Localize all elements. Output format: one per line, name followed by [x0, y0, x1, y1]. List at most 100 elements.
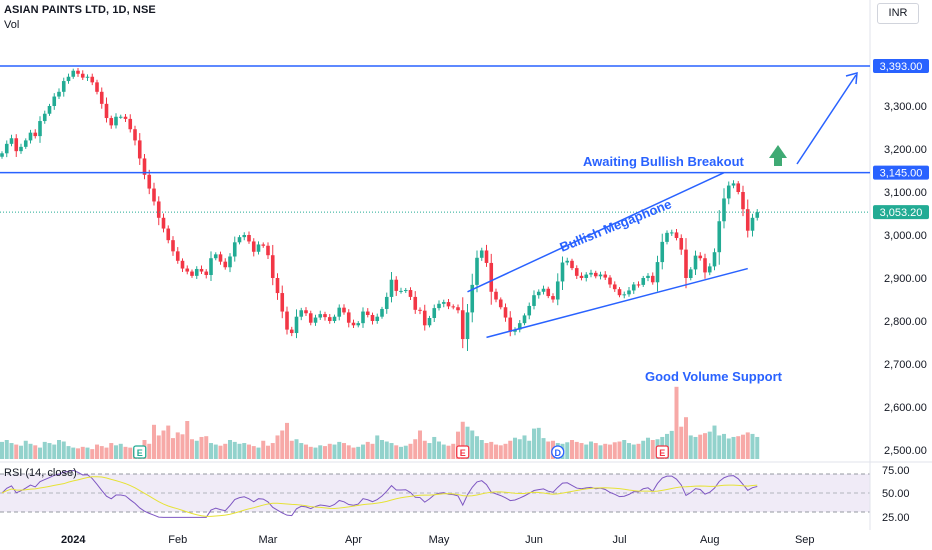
volume-bar [674, 386, 679, 459]
candle-body [147, 174, 152, 189]
candle-body [536, 291, 541, 296]
candle-body [118, 116, 123, 118]
volume-bar [256, 447, 261, 459]
candle-body [631, 284, 636, 291]
volume-bar [579, 443, 584, 459]
volume-bar [541, 438, 546, 459]
volume-bar [123, 446, 128, 459]
candle-body [14, 138, 19, 152]
candle-body [247, 235, 251, 242]
currency-button[interactable]: INR [877, 3, 919, 24]
volume-bar [703, 433, 707, 459]
volume-label: Vol [4, 19, 20, 31]
event-marker-label: E [659, 448, 665, 458]
candle-body [180, 260, 185, 269]
candle-body [104, 103, 109, 119]
volume-bar [522, 435, 527, 459]
candle-body [190, 271, 194, 276]
candle-body [503, 307, 508, 318]
candle-body [80, 73, 85, 78]
candle-body [356, 323, 361, 326]
candle-body [641, 278, 646, 285]
price-tick-label: 3,200.00 [884, 144, 927, 156]
candle-body [745, 209, 750, 231]
volume-bar [47, 443, 52, 459]
volume-bar [384, 441, 389, 459]
volume-bar [19, 445, 23, 459]
dividend-marker-icon [551, 445, 565, 459]
candle-body [570, 260, 574, 269]
volume-bar [460, 421, 465, 459]
candle-body [280, 293, 285, 312]
time-tick-label: 2024 [61, 534, 86, 546]
candle-body [460, 310, 465, 340]
volume-bar [470, 430, 475, 459]
candle-body [437, 303, 441, 309]
candle-body [256, 244, 261, 252]
candle-body [475, 257, 479, 285]
volume-bar [380, 440, 384, 459]
volume-bar [66, 446, 71, 459]
candle-body [166, 228, 171, 241]
price-tick-label: 3,300.00 [884, 101, 927, 113]
candle-body [266, 245, 270, 256]
candle-body [95, 82, 99, 92]
candle-body [42, 113, 47, 122]
candle-body [617, 289, 622, 296]
candle-body [251, 241, 256, 252]
candle-body [655, 262, 660, 283]
volume-bar [489, 441, 494, 459]
volume-bar [247, 444, 251, 459]
volume-bar [38, 447, 42, 459]
candle-body [261, 244, 266, 246]
candle-body [114, 116, 118, 126]
candle-body [508, 317, 513, 332]
volume-bar [612, 442, 617, 459]
candle-body [38, 121, 42, 137]
volume-bar [171, 438, 175, 459]
candle-body [498, 299, 503, 308]
candle-body [698, 255, 703, 259]
volume-bar [294, 439, 299, 459]
candle-body [175, 251, 180, 261]
volume-bar [147, 443, 152, 459]
price-tick-label: 3,000.00 [884, 230, 927, 242]
candle-body [646, 275, 650, 278]
event-marker-label: E [137, 448, 143, 458]
candle-body [527, 305, 532, 316]
volume-bar [627, 443, 631, 459]
candle-body [9, 138, 14, 144]
rsi-tick-75: 75.00 [882, 465, 910, 477]
volume-bar [698, 434, 703, 459]
candle-body [128, 118, 133, 130]
candle-body [285, 311, 289, 330]
volume-bar [389, 443, 394, 459]
breakout-arrow-head [845, 71, 858, 85]
volume-bar [475, 436, 479, 459]
volume-bars [0, 386, 760, 459]
candle-body [204, 271, 209, 275]
volume-bar [503, 443, 508, 459]
candle-body [593, 272, 598, 277]
candle-body [679, 238, 684, 250]
volume-bar [313, 447, 318, 459]
candle-body [71, 70, 76, 77]
candle-body [707, 266, 712, 273]
volume-bar [617, 441, 622, 459]
price-tick-label: 3,100.00 [884, 187, 927, 199]
volume-bar [441, 444, 446, 459]
volume-bar [280, 430, 285, 459]
candle-body [750, 217, 755, 231]
volume-bar [185, 421, 190, 459]
candle-body [418, 309, 422, 311]
candle-body [470, 284, 475, 313]
candle-body [23, 140, 28, 147]
candle-body [441, 302, 446, 304]
candle-body [351, 322, 356, 326]
price-tick-label: 2,800.00 [884, 316, 927, 328]
volume-bar [323, 446, 327, 459]
volume-bar [494, 444, 498, 459]
candle-body [57, 91, 61, 97]
volume-bar [166, 425, 171, 459]
